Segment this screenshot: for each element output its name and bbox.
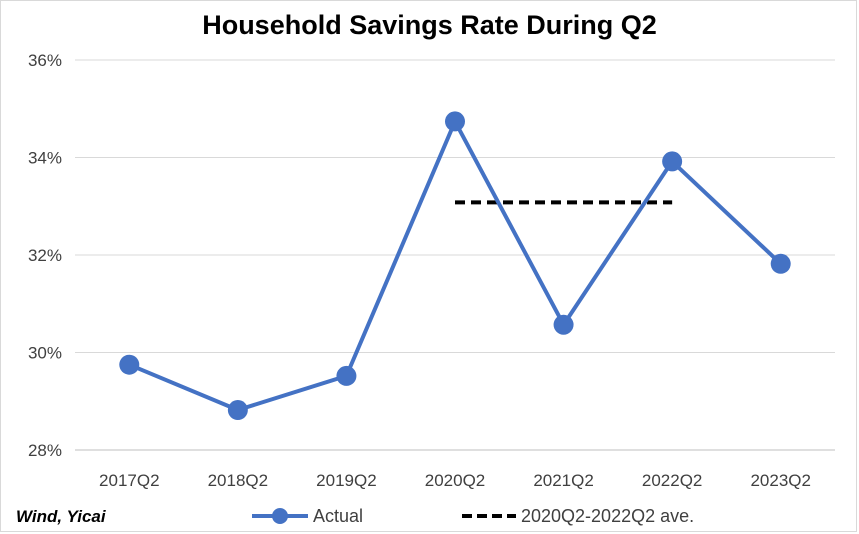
data-point-2021Q2 <box>553 314 574 335</box>
y-tick-label: 28% <box>28 441 62 460</box>
legend-label-average: 2020Q2-2022Q2 ave. <box>521 506 694 526</box>
legend-marker-actual <box>272 508 288 524</box>
x-tick-label: 2018Q2 <box>208 471 269 490</box>
x-tick-label: 2021Q2 <box>533 471 594 490</box>
chart-title: Household Savings Rate During Q2 <box>202 10 657 40</box>
y-tick-label: 32% <box>28 246 62 265</box>
source-note: Wind, Yicai <box>16 507 107 526</box>
x-tick-label: 2019Q2 <box>316 471 377 490</box>
x-axis-ticks: 2017Q2 2018Q2 2019Q2 2020Q2 2021Q2 2022Q2 2023… <box>99 471 811 490</box>
data-point-2023Q2 <box>770 253 791 274</box>
y-tick-label: 30% <box>28 344 62 363</box>
x-tick-label: 2020Q2 <box>425 471 486 490</box>
legend: Actual 2020Q2-2022Q2 ave. <box>252 506 694 526</box>
series-line-actual <box>128 119 783 413</box>
gridlines <box>75 59 835 451</box>
x-tick-label: 2022Q2 <box>642 471 703 490</box>
data-point-2020Q2 <box>445 111 465 132</box>
y-tick-label: 36% <box>28 51 62 70</box>
data-point-2022Q2 <box>662 151 683 172</box>
legend-label-actual: Actual <box>313 506 363 526</box>
data-point-2018Q2 <box>227 400 248 421</box>
y-axis-ticks: 28% 30% 32% 34% 36% <box>28 51 62 460</box>
x-tick-label: 2017Q2 <box>99 471 160 490</box>
y-tick-label: 34% <box>28 149 62 168</box>
x-tick-label: 2023Q2 <box>750 471 811 490</box>
data-point-2019Q2 <box>336 365 357 386</box>
series-layer <box>119 111 791 421</box>
data-point-2017Q2 <box>119 354 140 375</box>
